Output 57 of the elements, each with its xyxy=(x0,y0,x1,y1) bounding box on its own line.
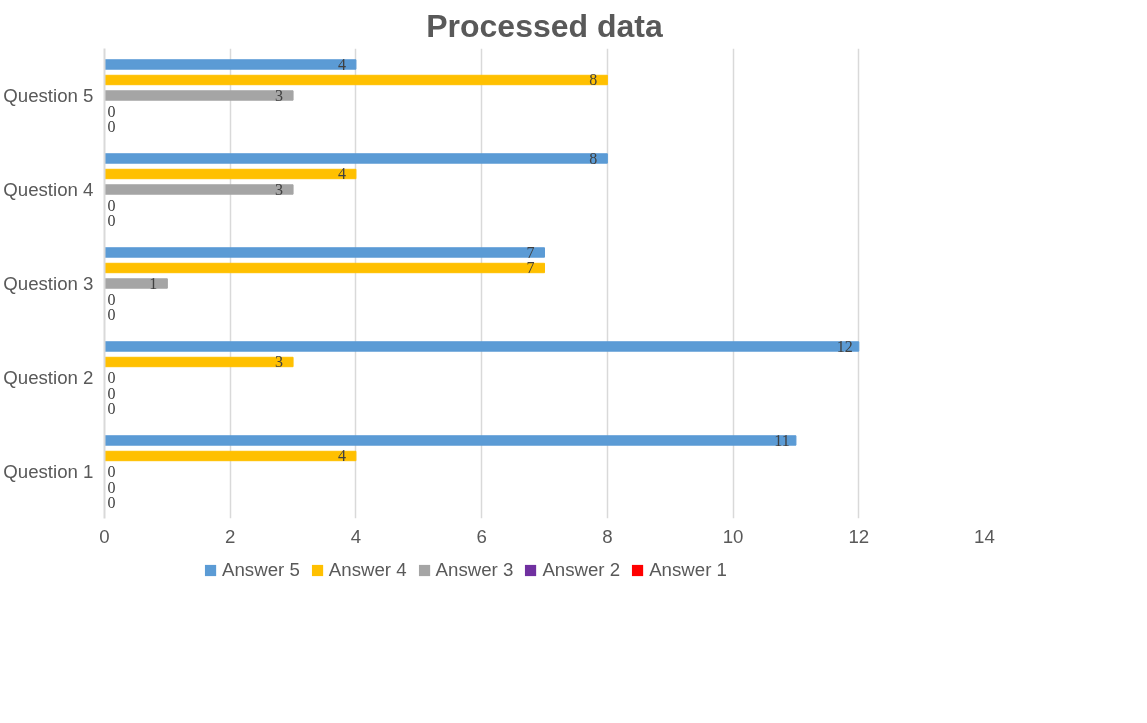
bar xyxy=(104,59,357,70)
x-tick-label: 0 xyxy=(99,525,110,547)
legend-label: Answer 3 xyxy=(435,559,514,581)
legend-label: Answer 4 xyxy=(328,559,407,581)
legend-label: Answer 1 xyxy=(649,559,727,581)
y-tick-label: Question 5 xyxy=(3,85,94,106)
y-tick-label: Question 4 xyxy=(3,179,94,200)
chart-title: Processed data xyxy=(426,7,663,44)
bar xyxy=(104,74,608,86)
bar xyxy=(104,184,294,195)
data-label: 3 xyxy=(275,87,284,104)
data-label: 1 xyxy=(149,275,158,292)
data-label: 0 xyxy=(107,290,116,308)
data-label: 4 xyxy=(337,55,346,73)
data-label: 0 xyxy=(107,306,116,324)
data-label: 4 xyxy=(337,165,346,183)
x-tick-label: 14 xyxy=(974,525,995,547)
x-tick-label: 12 xyxy=(848,525,870,547)
data-label: 0 xyxy=(107,369,116,386)
data-label: 0 xyxy=(107,196,116,214)
legend-label: Answer 5 xyxy=(222,559,300,581)
data-label: 0 xyxy=(107,384,116,402)
x-tick-label: 8 xyxy=(602,525,613,547)
bar xyxy=(104,341,860,352)
bar xyxy=(104,356,294,368)
bar xyxy=(104,153,608,164)
bar xyxy=(104,168,357,180)
data-label: 0 xyxy=(107,494,116,512)
x-tick-label: 4 xyxy=(350,525,362,547)
x-tick-label: 6 xyxy=(476,525,487,547)
data-label: 3 xyxy=(275,353,284,371)
legend-label: Answer 2 xyxy=(542,559,621,581)
y-tick-label: Question 3 xyxy=(3,273,94,294)
bar xyxy=(104,450,357,462)
data-label: 0 xyxy=(107,118,116,136)
x-tick-label: 2 xyxy=(225,525,236,547)
data-label: 0 xyxy=(107,463,116,480)
bar xyxy=(104,90,294,101)
data-label: 0 xyxy=(107,478,116,496)
data-label: 7 xyxy=(526,259,535,277)
x-tick-label: 10 xyxy=(722,525,744,547)
data-label: 12 xyxy=(836,337,853,355)
data-label: 0 xyxy=(107,212,116,230)
data-label: 7 xyxy=(526,243,535,261)
bar xyxy=(104,247,545,258)
data-label: 4 xyxy=(337,447,346,465)
data-label: 8 xyxy=(589,149,598,167)
data-label: 8 xyxy=(589,71,598,89)
data-label: 3 xyxy=(275,181,284,198)
y-tick-label: Question 1 xyxy=(3,461,94,482)
data-label: 0 xyxy=(107,400,116,418)
data-label: 0 xyxy=(107,102,116,120)
data-label: 11 xyxy=(774,431,790,449)
bar xyxy=(104,278,168,289)
bar xyxy=(104,262,545,274)
y-tick-label: Question 2 xyxy=(3,367,94,388)
bar xyxy=(104,435,797,446)
